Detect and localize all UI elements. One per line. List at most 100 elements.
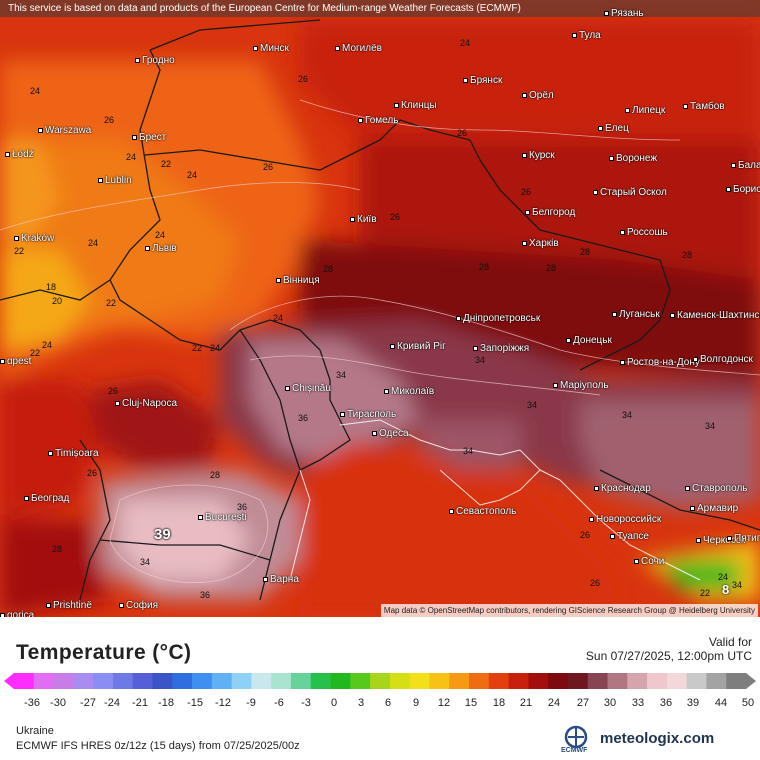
isotherm-value: 20 — [52, 296, 63, 306]
city-label: Бала — [731, 160, 760, 171]
city-name: Ростов-на-Дону — [627, 357, 700, 368]
city-label: Београд — [24, 493, 69, 504]
isotherm-value: 24 — [273, 313, 284, 323]
isotherm-value: 24 — [210, 343, 221, 353]
isotherm-value: 26 — [104, 115, 115, 125]
city-label: Львів — [145, 243, 177, 254]
city-marker-icon — [98, 177, 103, 183]
scale-tick-label: 6 — [384, 697, 392, 709]
city-marker-icon — [390, 343, 395, 349]
city-name: ɑpest — [7, 356, 32, 367]
city-label: Łódź — [5, 149, 34, 160]
city-name: Луганськ — [619, 309, 660, 320]
scale-tick-label: 18 — [492, 697, 506, 709]
city-label: Россошь — [620, 227, 668, 238]
city-label: Lublin — [98, 175, 132, 186]
city-marker-icon — [598, 125, 603, 131]
color-scale-segment — [53, 673, 74, 689]
isotherm-value: 34 — [463, 446, 474, 456]
city-label: Cluj-Napoca — [115, 398, 177, 409]
color-scale-segment — [350, 673, 371, 689]
city-marker-icon — [115, 400, 120, 406]
temperature-field — [0, 0, 760, 617]
temperature-map[interactable]: This service is based on data and produc… — [0, 0, 760, 617]
city-label: Орёл — [522, 90, 554, 101]
city-marker-icon — [340, 411, 345, 417]
map-attribution[interactable]: Map data © OpenStreetMap contributors, r… — [380, 604, 758, 617]
city-label: Дніпропетровськ — [456, 313, 540, 324]
city-label: Ставрополь — [685, 483, 748, 494]
region-label: Ukraine — [16, 725, 54, 737]
scale-tick-label: 3 — [357, 697, 365, 709]
isotherm-value: 22 — [700, 588, 711, 598]
city-label: Маріуполь — [553, 380, 609, 391]
isotherm-value: 26 — [87, 468, 98, 478]
scale-tick-label: 27 — [576, 697, 590, 709]
city-label: Луганськ — [612, 309, 660, 320]
city-label: Брянск — [463, 75, 502, 86]
color-scale-segment — [310, 673, 332, 689]
city-label: Prishtinë — [46, 600, 92, 611]
city-name: Prishtinë — [53, 600, 92, 611]
city-marker-icon — [335, 45, 340, 51]
isotherm-value: 24 — [42, 340, 53, 350]
city-marker-icon — [604, 10, 609, 16]
ecmwf-logo-text: ECMWF — [561, 747, 588, 754]
city-label: Липецк — [625, 105, 665, 116]
color-scale-segment — [290, 673, 312, 689]
scale-tick-label: 50 — [741, 697, 755, 709]
city-name: Могилёв — [342, 43, 382, 54]
ecmwf-logo-icon — [564, 725, 588, 749]
isotherm-value: 26 — [298, 74, 309, 84]
isotherm-value: 36 — [200, 590, 211, 600]
city-marker-icon — [135, 57, 140, 63]
isotherm-value: 34 — [336, 370, 347, 380]
city-marker-icon — [473, 345, 478, 351]
city-name: ɑorica — [7, 610, 35, 617]
isotherm-value: 28 — [52, 544, 63, 554]
city-marker-icon — [285, 385, 290, 391]
scale-tick-label: 30 — [603, 697, 617, 709]
isotherm-value: 26 — [521, 187, 532, 197]
color-scale-segment — [488, 673, 510, 689]
city-label: Chișinău — [285, 383, 331, 394]
meteologix-brand[interactable]: meteologix.com — [600, 730, 715, 747]
scale-tick-label: -12 — [215, 697, 231, 709]
city-label: Донецьк — [566, 335, 612, 346]
color-scale-segment — [370, 673, 391, 689]
city-marker-icon — [358, 117, 363, 123]
city-marker-icon — [5, 151, 10, 157]
city-name: Пятиг — [734, 533, 760, 544]
scale-tick-label: -9 — [246, 697, 256, 709]
scale-tick-label: -36 — [24, 697, 40, 709]
scale-tick-label: 15 — [464, 697, 478, 709]
color-scale-segment — [93, 673, 114, 689]
color-scale-segment — [112, 673, 134, 689]
city-name: Timișoara — [55, 448, 99, 459]
scale-tick-label: -30 — [50, 697, 66, 709]
city-marker-icon — [46, 602, 51, 608]
city-label: Борис — [726, 184, 760, 195]
city-marker-icon — [263, 576, 268, 582]
city-name: Миколаїв — [391, 386, 435, 397]
city-label: Клинцы — [394, 100, 437, 111]
color-scale-segment — [192, 673, 213, 689]
color-scale-segment — [271, 673, 292, 689]
scale-right-arrow-icon — [746, 673, 756, 689]
city-name: Севастополь — [456, 506, 517, 517]
color-scale-segment — [706, 673, 727, 689]
city-marker-icon — [731, 162, 736, 168]
city-label: Елец — [598, 123, 629, 134]
city-label: Ростов-на-Дону — [620, 357, 700, 368]
city-label: Рязань — [604, 8, 644, 19]
city-marker-icon — [693, 356, 698, 362]
city-name: Черкесск — [703, 535, 746, 546]
scale-tick-label: 24 — [547, 697, 561, 709]
city-label: Warszawa — [38, 125, 91, 136]
city-name: București — [205, 512, 247, 523]
city-marker-icon — [132, 134, 137, 140]
city-label: Каменск-Шахтинский — [670, 310, 760, 321]
city-name: Старый Оскол — [600, 187, 667, 198]
city-name: Орёл — [529, 90, 554, 101]
city-marker-icon — [620, 359, 625, 365]
